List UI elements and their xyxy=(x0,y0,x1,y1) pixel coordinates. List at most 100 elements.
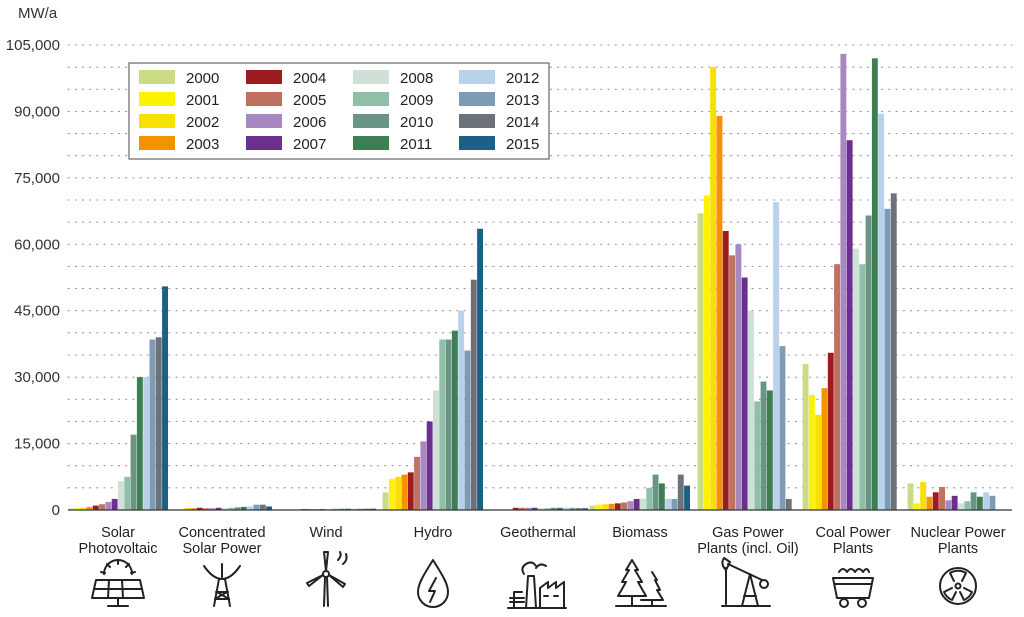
bar xyxy=(105,502,112,510)
bar xyxy=(569,507,576,510)
bar xyxy=(627,501,634,510)
bar xyxy=(871,58,878,510)
category-label: Photovoltaic xyxy=(79,541,158,557)
bar xyxy=(519,507,525,510)
bar xyxy=(970,492,977,510)
bars xyxy=(67,53,996,511)
solar-dish-icon xyxy=(203,563,241,607)
bar xyxy=(865,215,872,510)
bar xyxy=(357,508,364,510)
legend-swatch xyxy=(353,136,389,150)
bar xyxy=(652,474,659,510)
bar xyxy=(646,487,653,510)
bar xyxy=(722,231,729,510)
bar xyxy=(458,310,465,510)
bar xyxy=(884,208,891,511)
legend-label: 2007 xyxy=(293,136,326,153)
bar xyxy=(602,504,609,510)
bar xyxy=(538,508,544,510)
bar xyxy=(556,507,563,510)
radiation-icon xyxy=(939,567,977,605)
bar xyxy=(741,277,748,510)
bar xyxy=(913,503,920,510)
bar xyxy=(766,390,773,510)
bar xyxy=(370,508,376,510)
bar xyxy=(859,264,866,510)
y-tick-label: 60,000 xyxy=(14,236,60,253)
bar xyxy=(926,496,933,510)
bar xyxy=(550,507,557,510)
solar-panel-icon xyxy=(91,559,145,607)
bar xyxy=(80,507,87,510)
bar xyxy=(815,414,822,510)
bar xyxy=(338,508,345,510)
bar xyxy=(945,500,952,510)
category-label: Concentrated xyxy=(178,525,265,541)
bar xyxy=(729,255,735,510)
y-tick-label: 15,000 xyxy=(14,436,60,453)
category-label: Plants xyxy=(833,541,873,557)
bar xyxy=(748,310,754,510)
category-label: Solar xyxy=(101,525,135,541)
trees-icon xyxy=(615,559,667,607)
legend-swatch xyxy=(353,114,389,128)
legend-swatch xyxy=(139,136,175,150)
bar xyxy=(240,506,247,510)
y-axis-ticks: 0 15,000 30,000 45,000 60,000 75,000 90,000 105… xyxy=(6,37,60,519)
bar xyxy=(531,507,538,510)
geothermal-plant-icon xyxy=(507,561,567,609)
bar xyxy=(684,485,690,510)
legend-label: 2014 xyxy=(506,114,539,131)
legend-swatch xyxy=(246,92,282,106)
legend-swatch xyxy=(459,70,495,84)
category-label: Plants (incl. Oil) xyxy=(697,541,799,557)
bar xyxy=(253,504,260,510)
bar xyxy=(779,346,786,510)
bar xyxy=(983,492,990,510)
bar xyxy=(130,434,137,510)
bar xyxy=(420,441,427,510)
water-drop-icon xyxy=(417,559,449,608)
bar xyxy=(665,498,672,510)
bar xyxy=(846,140,853,510)
coal-cart-icon xyxy=(832,568,874,608)
bar xyxy=(395,476,402,510)
category-icons xyxy=(91,551,977,609)
bar xyxy=(964,501,971,510)
bar xyxy=(920,482,927,510)
bar xyxy=(834,264,840,510)
legend-swatch xyxy=(139,114,175,128)
bar xyxy=(203,508,209,510)
category-label: Plants xyxy=(938,541,978,557)
bar xyxy=(86,506,93,510)
legend-swatch xyxy=(139,92,175,106)
bar xyxy=(162,286,168,510)
y-tick-label: 75,000 xyxy=(14,170,60,187)
bar xyxy=(544,508,551,510)
legend-label: 2015 xyxy=(506,136,539,153)
legend-swatch xyxy=(353,70,389,84)
bar xyxy=(735,244,742,511)
legend-label: 2002 xyxy=(186,114,219,131)
bar xyxy=(677,474,684,510)
category-label: Nuclear Power xyxy=(910,525,1005,541)
legend-label: 2003 xyxy=(186,136,219,153)
category-label: Wind xyxy=(309,525,342,541)
bar xyxy=(658,483,665,510)
bar xyxy=(439,339,446,510)
bar xyxy=(802,363,809,510)
legend-swatch xyxy=(246,114,282,128)
bar xyxy=(890,193,897,511)
y-tick-label: 90,000 xyxy=(14,103,60,120)
bar xyxy=(111,498,118,510)
bar xyxy=(344,508,351,510)
bar xyxy=(608,503,615,510)
legend-label: 2010 xyxy=(400,114,433,131)
bar xyxy=(247,506,254,510)
bar xyxy=(382,492,389,510)
bar xyxy=(853,248,859,510)
bar xyxy=(149,339,156,510)
y-tick-label: 0 xyxy=(52,502,60,519)
